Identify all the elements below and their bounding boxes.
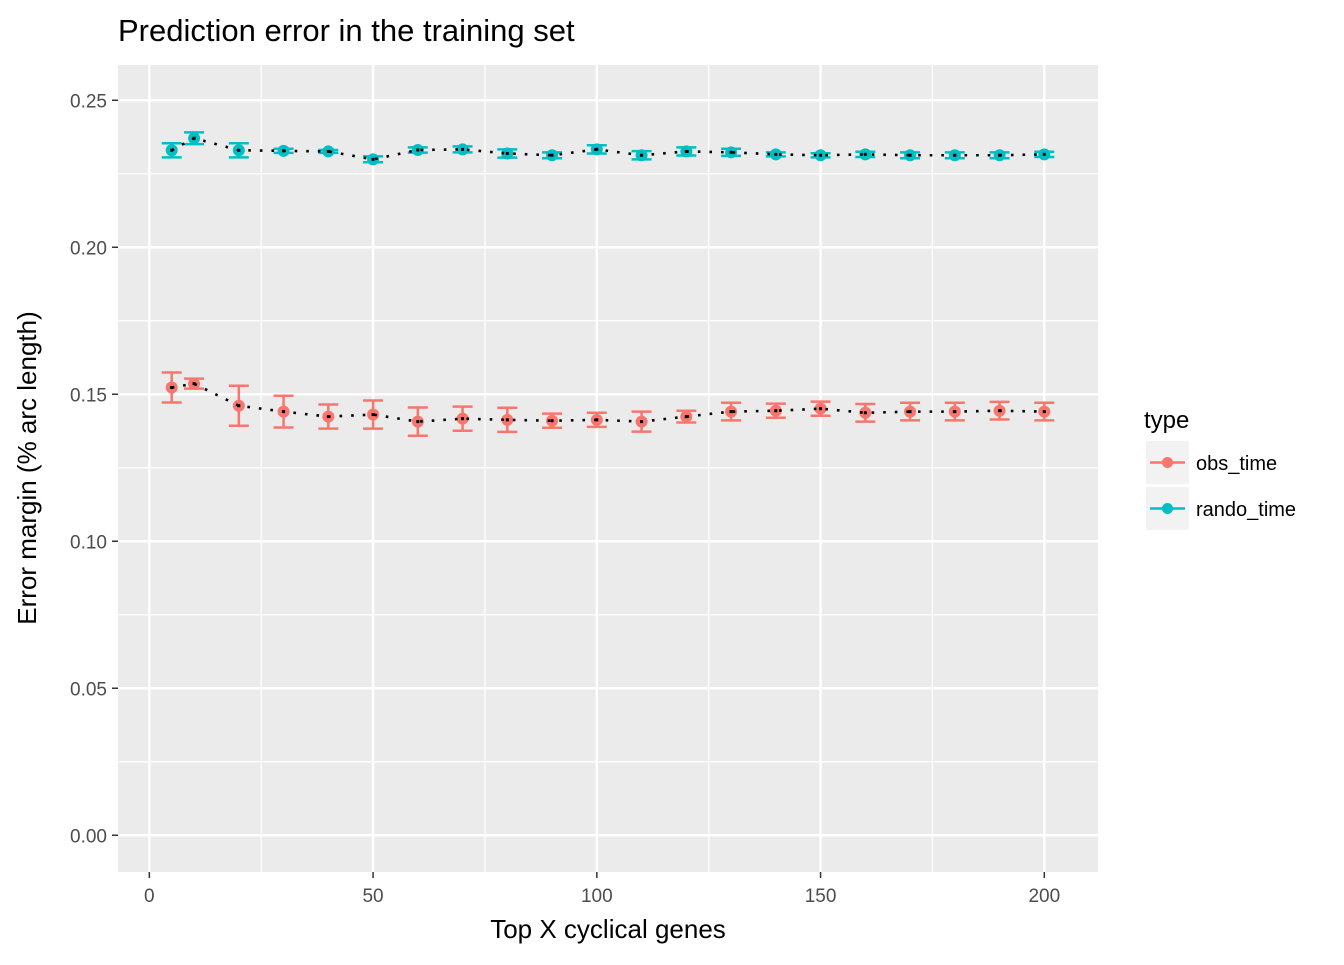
legend-label: obs_time — [1196, 453, 1277, 475]
point-center — [282, 149, 286, 153]
point-center — [1042, 152, 1046, 156]
y-tick-label: 0.15 — [70, 385, 107, 406]
point-center — [237, 404, 241, 408]
axes: 0 50 100 150 200 0.00 0.05 0.10 0.15 0.20 0.25 — [70, 91, 1060, 907]
point-center — [505, 418, 509, 422]
point-center — [550, 153, 554, 157]
y-tick-label: 0.10 — [70, 532, 107, 553]
x-axis-label: Top X cyclical genes — [490, 914, 726, 944]
point-center — [461, 147, 465, 151]
point-center — [170, 386, 174, 390]
point-center — [684, 415, 688, 419]
plot-panel — [118, 65, 1098, 872]
point-center — [908, 410, 912, 414]
gridlines — [118, 65, 1098, 872]
legend: type obs_time rando_time — [1144, 407, 1296, 530]
point-center — [908, 153, 912, 157]
legend-item-obs_time: obs_time — [1146, 441, 1277, 484]
point-center — [863, 152, 867, 156]
point-center — [595, 418, 599, 422]
point-center — [371, 157, 375, 161]
x-tick-label: 150 — [805, 886, 837, 907]
point-center — [371, 413, 375, 417]
legend-point — [1162, 503, 1173, 514]
x-tick-label: 100 — [581, 886, 613, 907]
x-tick-label: 50 — [362, 886, 383, 907]
point-center — [863, 411, 867, 415]
point-center — [998, 153, 1002, 157]
point-center — [684, 149, 688, 153]
y-axis-label: Error margin (% arc length) — [12, 311, 42, 625]
legend-label: rando_time — [1196, 499, 1296, 521]
point-center — [282, 410, 286, 414]
point-center — [640, 420, 644, 424]
chart-title: Prediction error in the training set — [118, 13, 575, 48]
point-center — [774, 152, 778, 156]
point-center — [998, 409, 1002, 413]
point-center — [326, 415, 330, 419]
legend-item-rando_time: rando_time — [1146, 487, 1296, 530]
point-center — [192, 382, 196, 386]
point-center — [953, 153, 957, 157]
point-center — [729, 410, 733, 414]
point-center — [550, 419, 554, 423]
series-line — [171, 136, 1045, 161]
point-center — [953, 410, 957, 414]
point-center — [1042, 410, 1046, 414]
y-tick-label: 0.20 — [70, 238, 107, 259]
series-line — [171, 382, 1045, 423]
x-tick-label: 200 — [1028, 886, 1060, 907]
series-rando_time — [161, 131, 1055, 166]
point-center — [640, 153, 644, 157]
point-center — [461, 417, 465, 421]
point-center — [192, 136, 196, 140]
y-tick-label: 0.25 — [70, 91, 107, 112]
data-marks — [161, 131, 1055, 437]
series-obs_time — [161, 371, 1055, 437]
point-center — [729, 150, 733, 154]
point-center — [819, 153, 823, 157]
point-center — [416, 420, 420, 424]
point-center — [819, 407, 823, 411]
y-tick-label: 0.00 — [70, 826, 107, 847]
legend-point — [1162, 457, 1173, 468]
point-center — [326, 149, 330, 153]
point-center — [416, 148, 420, 152]
point-center — [237, 148, 241, 152]
point-center — [774, 409, 778, 413]
point-center — [170, 148, 174, 152]
x-tick-label: 0 — [144, 886, 155, 907]
legend-title: type — [1144, 407, 1189, 434]
y-tick-label: 0.05 — [70, 679, 107, 700]
point-center — [595, 147, 599, 151]
point-center — [505, 151, 509, 155]
